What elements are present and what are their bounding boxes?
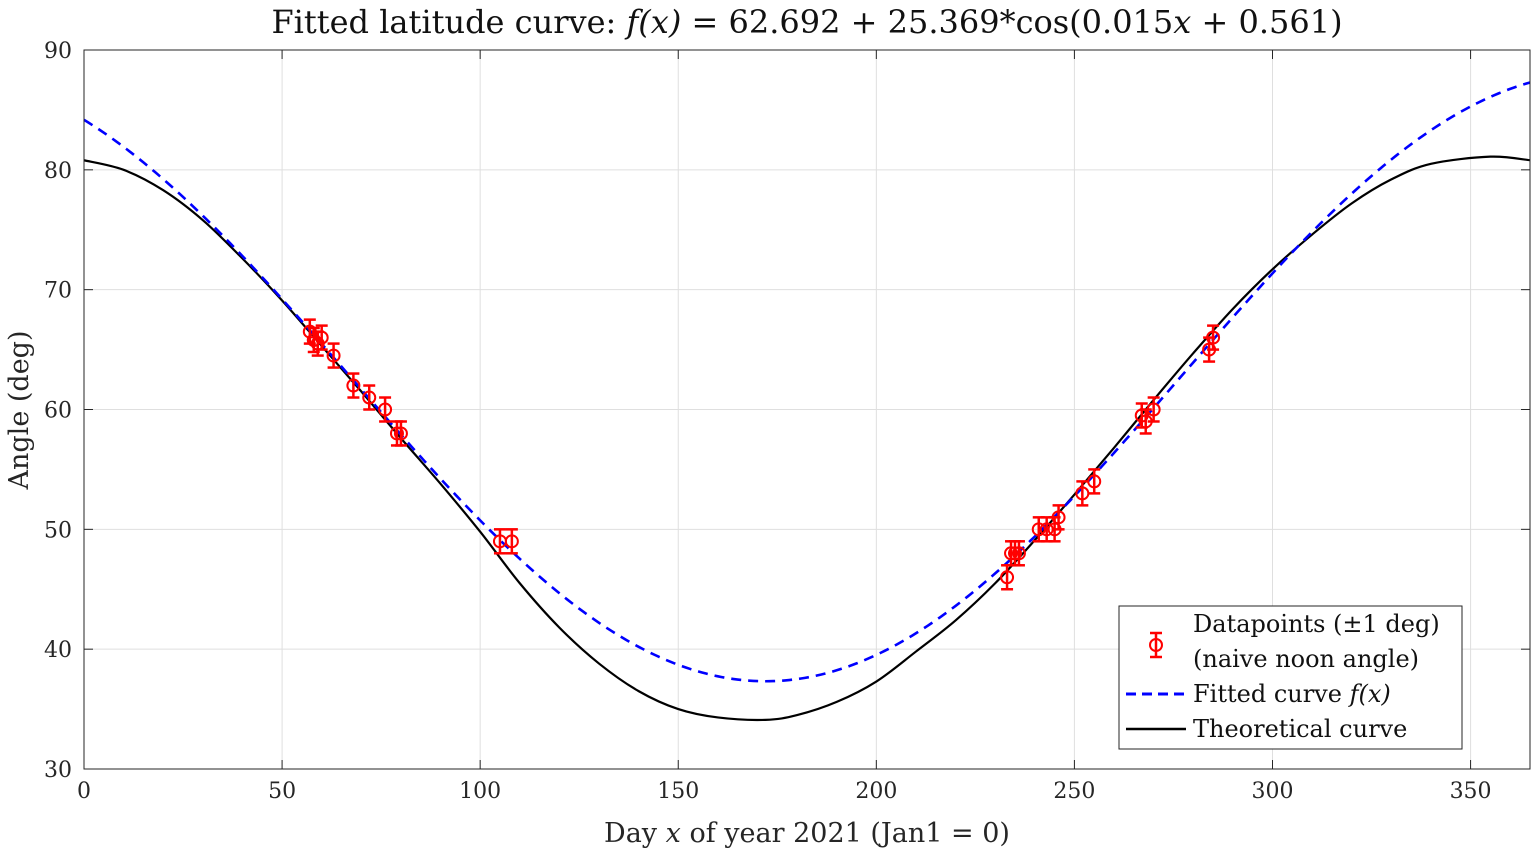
datapoint <box>1087 468 1102 495</box>
axis-ticks: 0 50 100 150 200 250 300 350 30 40 50 60 70 80 90 <box>44 39 1530 804</box>
x-tick-label: 100 <box>459 779 501 804</box>
datapoint-marker <box>1000 570 1015 585</box>
legend-datapoints-line1: Datapoints (±1 deg) <box>1193 610 1440 638</box>
title-function: f(x) <box>624 3 681 41</box>
fitted-curve <box>83 81 1531 683</box>
x-tick-label: 250 <box>1053 779 1095 804</box>
datapoint <box>1051 504 1066 531</box>
legend-fitted-prefix: Fitted curve <box>1193 680 1350 708</box>
datapoint-marker <box>1206 330 1221 345</box>
datapoint-marker <box>326 348 341 363</box>
grid-lines <box>84 50 1530 769</box>
datapoint-marker <box>1011 546 1026 561</box>
legend-theory-label: Theoretical curve <box>1193 715 1407 743</box>
y-tick-label: 40 <box>44 638 72 663</box>
x-axis-label-suffix: of year 2021 (Jan1 = 0) <box>681 818 1010 849</box>
x-tick-label: 350 <box>1450 779 1492 804</box>
y-tick-label: 30 <box>44 758 72 783</box>
datapoint <box>1075 480 1090 507</box>
datapoint-marker <box>362 390 377 405</box>
legend-circle-marker <box>1149 638 1163 652</box>
x-tick-label: 50 <box>268 779 296 804</box>
datapoint <box>393 420 408 447</box>
title-equation-part1: = 62.692 + 25.369*cos(0.015 <box>681 3 1173 41</box>
datapoint-marker <box>346 378 361 393</box>
title-variable: x <box>1173 3 1191 41</box>
datapoint-marker <box>314 330 329 345</box>
datapoint <box>504 528 519 555</box>
legend-fitted-label: Fitted curve f(x) <box>1193 680 1391 708</box>
legend-datapoints-marker <box>1149 631 1163 659</box>
fitted-curve-layer <box>83 81 1531 683</box>
chart-title: Fitted latitude curve: f(x) = 62.692 + 2… <box>271 3 1342 41</box>
datapoint-marker <box>306 332 321 347</box>
legend-fitted-function: f(x) <box>1348 680 1391 708</box>
y-tick-label: 90 <box>44 39 72 64</box>
y-tick-label: 80 <box>44 159 72 184</box>
datapoint-marker <box>378 402 393 417</box>
datapoint <box>362 384 377 411</box>
datapoint-marker <box>1146 402 1161 417</box>
datapoint <box>314 324 329 351</box>
y-axis-label: Angle (deg) <box>4 331 35 491</box>
legend-box <box>1118 605 1463 750</box>
y-tick-label: 60 <box>44 399 72 424</box>
datapoint <box>378 396 393 423</box>
datapoint-marker <box>1031 522 1046 537</box>
x-axis-label-prefix: Day <box>604 818 666 849</box>
datapoint-marker <box>389 426 404 441</box>
datapoint-marker <box>1087 474 1102 489</box>
title-equation-part2: + 0.561) <box>1191 3 1342 41</box>
x-tick-label: 300 <box>1251 779 1293 804</box>
x-tick-label: 0 <box>77 779 91 804</box>
datapoint <box>346 372 361 399</box>
datapoint-marker <box>1051 510 1066 525</box>
legend: Datapoints (±1 deg) (naive noon angle) F… <box>1118 605 1463 750</box>
title-prefix: Fitted latitude curve: <box>271 3 626 41</box>
x-axis-label-variable: x <box>666 818 681 849</box>
y-tick-label: 50 <box>44 518 72 543</box>
datapoint-marker <box>1004 546 1019 561</box>
datapoint <box>1206 324 1221 351</box>
datapoint <box>1011 540 1026 567</box>
legend-datapoints-line2: (naive noon angle) <box>1193 645 1419 673</box>
datapoints-layer <box>302 318 1221 591</box>
datapoint <box>1146 396 1161 423</box>
x-axis-label: Day x of year 2021 (Jan1 = 0) <box>604 818 1010 849</box>
datapoint-marker <box>1007 546 1022 561</box>
datapoint-marker <box>504 534 519 549</box>
y-tick-label: 70 <box>44 279 72 304</box>
datapoint-marker <box>393 426 408 441</box>
x-tick-label: 200 <box>855 779 897 804</box>
x-tick-label: 150 <box>657 779 699 804</box>
datapoint <box>326 342 341 369</box>
